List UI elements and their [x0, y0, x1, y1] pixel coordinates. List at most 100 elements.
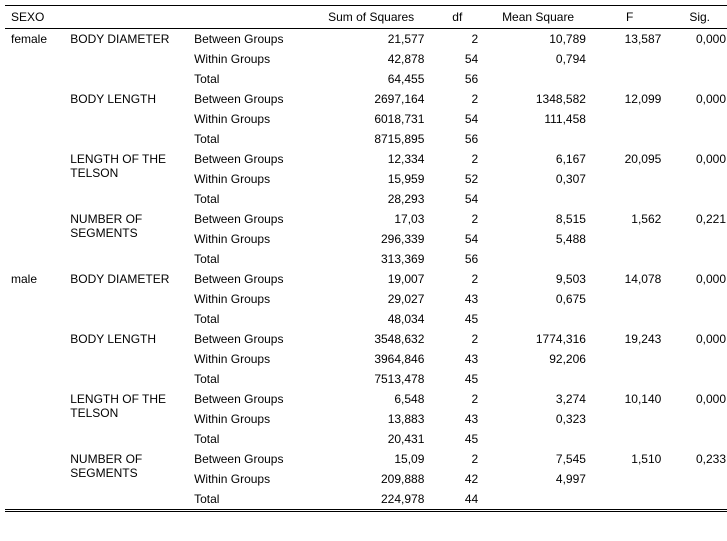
f-cell: 14,078 — [592, 269, 667, 289]
df-cell: 45 — [430, 429, 484, 449]
table-row: NUMBER OF SEGMENTSBetween Groups17,0328,… — [5, 209, 727, 229]
source-cell: Between Groups — [188, 389, 312, 409]
df-cell: 2 — [430, 389, 484, 409]
header-blank2 — [188, 6, 312, 29]
df-cell: 2 — [430, 29, 484, 50]
source-cell: Within Groups — [188, 49, 312, 69]
ss-cell: 15,959 — [312, 169, 430, 189]
sig-cell — [667, 229, 727, 249]
ms-cell: 7,545 — [484, 449, 592, 469]
ss-cell: 296,339 — [312, 229, 430, 249]
table-row: LENGTH OF THE TELSONBetween Groups12,334… — [5, 149, 727, 169]
ss-cell: 21,577 — [312, 29, 430, 50]
sig-cell — [667, 369, 727, 389]
table-row: maleBODY DIAMETERBetween Groups19,00729,… — [5, 269, 727, 289]
ms-cell: 1774,316 — [484, 329, 592, 349]
df-cell: 54 — [430, 49, 484, 69]
sig-cell: 0,000 — [667, 29, 727, 50]
sig-cell: 0,000 — [667, 89, 727, 109]
header-row: SEXO Sum of Squares df Mean Square F Sig… — [5, 6, 727, 29]
ss-cell: 3548,632 — [312, 329, 430, 349]
df-cell: 45 — [430, 309, 484, 329]
source-cell: Within Groups — [188, 289, 312, 309]
ms-cell — [484, 129, 592, 149]
f-cell — [592, 289, 667, 309]
ms-cell: 1348,582 — [484, 89, 592, 109]
f-cell — [592, 49, 667, 69]
ss-cell: 28,293 — [312, 189, 430, 209]
f-cell — [592, 169, 667, 189]
sig-cell: 0,233 — [667, 449, 727, 469]
df-cell: 54 — [430, 229, 484, 249]
sig-cell: 0,000 — [667, 389, 727, 409]
header-sig: Sig. — [667, 6, 727, 29]
df-cell: 43 — [430, 409, 484, 429]
ss-cell: 15,09 — [312, 449, 430, 469]
f-cell — [592, 349, 667, 369]
header-blank1 — [64, 6, 188, 29]
variable-cell: NUMBER OF SEGMENTS — [64, 209, 188, 269]
sig-cell: 0,221 — [667, 209, 727, 229]
table-row: BODY LENGTHBetween Groups2697,16421348,5… — [5, 89, 727, 109]
f-cell — [592, 229, 667, 249]
ms-cell: 0,307 — [484, 169, 592, 189]
sig-cell — [667, 169, 727, 189]
df-cell: 56 — [430, 69, 484, 89]
ss-cell: 42,878 — [312, 49, 430, 69]
sig-cell — [667, 309, 727, 329]
df-cell: 56 — [430, 129, 484, 149]
ss-cell: 64,455 — [312, 69, 430, 89]
sexo-cell: male — [5, 269, 64, 511]
sig-cell — [667, 469, 727, 489]
table-row: BODY LENGTHBetween Groups3548,63221774,3… — [5, 329, 727, 349]
source-cell: Between Groups — [188, 209, 312, 229]
ms-cell: 0,323 — [484, 409, 592, 429]
source-cell: Between Groups — [188, 149, 312, 169]
source-cell: Total — [188, 309, 312, 329]
sexo-cell: female — [5, 29, 64, 270]
f-cell — [592, 409, 667, 429]
df-cell: 2 — [430, 209, 484, 229]
f-cell — [592, 69, 667, 89]
df-cell: 2 — [430, 329, 484, 349]
source-cell: Total — [188, 249, 312, 269]
source-cell: Within Groups — [188, 109, 312, 129]
header-df: df — [430, 6, 484, 29]
sig-cell — [667, 69, 727, 89]
f-cell: 13,587 — [592, 29, 667, 50]
variable-cell: NUMBER OF SEGMENTS — [64, 449, 188, 511]
ms-cell — [484, 489, 592, 511]
f-cell — [592, 309, 667, 329]
ss-cell: 6,548 — [312, 389, 430, 409]
ms-cell: 3,274 — [484, 389, 592, 409]
sig-cell — [667, 49, 727, 69]
sig-cell: 0,000 — [667, 149, 727, 169]
f-cell: 20,095 — [592, 149, 667, 169]
sig-cell — [667, 109, 727, 129]
source-cell: Total — [188, 369, 312, 389]
ms-cell: 111,458 — [484, 109, 592, 129]
ms-cell: 0,675 — [484, 289, 592, 309]
sig-cell — [667, 489, 727, 511]
df-cell: 45 — [430, 369, 484, 389]
f-cell: 1,562 — [592, 209, 667, 229]
sig-cell — [667, 129, 727, 149]
source-cell: Within Groups — [188, 229, 312, 249]
ss-cell: 48,034 — [312, 309, 430, 329]
ms-cell: 6,167 — [484, 149, 592, 169]
ss-cell: 12,334 — [312, 149, 430, 169]
source-cell: Total — [188, 129, 312, 149]
variable-cell: LENGTH OF THE TELSON — [64, 149, 188, 209]
table-row: LENGTH OF THE TELSONBetween Groups6,5482… — [5, 389, 727, 409]
ss-cell: 8715,895 — [312, 129, 430, 149]
ms-cell — [484, 309, 592, 329]
header-ss: Sum of Squares — [312, 6, 430, 29]
ss-cell: 29,027 — [312, 289, 430, 309]
df-cell: 2 — [430, 89, 484, 109]
source-cell: Within Groups — [188, 169, 312, 189]
f-cell — [592, 489, 667, 511]
sig-cell — [667, 349, 727, 369]
variable-cell: LENGTH OF THE TELSON — [64, 389, 188, 449]
variable-cell: BODY DIAMETER — [64, 29, 188, 90]
ms-cell — [484, 189, 592, 209]
